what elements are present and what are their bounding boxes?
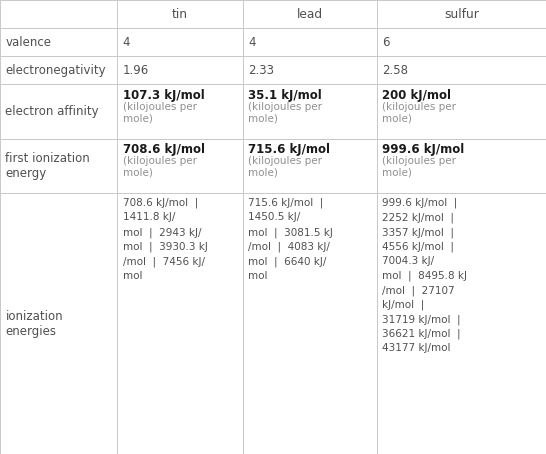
Text: 3357 kJ/mol  |: 3357 kJ/mol | [382,227,454,237]
Text: mol: mol [123,271,143,281]
Text: 1.96: 1.96 [123,64,149,77]
Text: 4556 kJ/mol  |: 4556 kJ/mol | [382,242,454,252]
Text: valence: valence [5,36,51,49]
Text: 715.6 kJ/mol: 715.6 kJ/mol [248,143,330,157]
Text: mol  |  3081.5 kJ: mol | 3081.5 kJ [248,227,333,237]
Text: 708.6 kJ/mol: 708.6 kJ/mol [123,143,205,157]
Text: (kilojoules per
mole): (kilojoules per mole) [248,102,323,123]
Text: 4: 4 [248,36,256,49]
Text: 999.6 kJ/mol  |: 999.6 kJ/mol | [382,198,458,208]
Text: (kilojoules per
mole): (kilojoules per mole) [382,156,456,178]
Text: mol: mol [248,271,268,281]
Text: 708.6 kJ/mol  |: 708.6 kJ/mol | [123,198,198,208]
Text: 1411.8 kJ/: 1411.8 kJ/ [123,212,175,222]
Text: electron affinity: electron affinity [5,105,99,118]
Text: (kilojoules per
mole): (kilojoules per mole) [123,156,197,178]
Text: (kilojoules per
mole): (kilojoules per mole) [248,156,323,178]
Text: kJ/mol  |: kJ/mol | [382,300,424,310]
Text: lead: lead [297,8,323,20]
Text: 7004.3 kJ/: 7004.3 kJ/ [382,256,434,266]
Text: first ionization
energy: first ionization energy [5,152,90,180]
Text: /mol  |  4083 kJ/: /mol | 4083 kJ/ [248,242,330,252]
Text: 2252 kJ/mol  |: 2252 kJ/mol | [382,212,454,223]
Text: mol  |  8495.8 kJ: mol | 8495.8 kJ [382,271,467,281]
Text: 31719 kJ/mol  |: 31719 kJ/mol | [382,314,461,325]
Text: mol  |  6640 kJ/: mol | 6640 kJ/ [248,256,327,266]
Text: 36621 kJ/mol  |: 36621 kJ/mol | [382,329,461,339]
Text: mol  |  2943 kJ/: mol | 2943 kJ/ [123,227,201,237]
Text: 2.58: 2.58 [382,64,408,77]
Text: sulfur: sulfur [444,8,479,20]
Text: 200 kJ/mol: 200 kJ/mol [382,89,451,102]
Text: 1450.5 kJ/: 1450.5 kJ/ [248,212,301,222]
Text: /mol  |  7456 kJ/: /mol | 7456 kJ/ [123,256,205,266]
Text: 43177 kJ/mol: 43177 kJ/mol [382,343,450,353]
Text: 4: 4 [123,36,130,49]
Text: 2.33: 2.33 [248,64,275,77]
Text: 999.6 kJ/mol: 999.6 kJ/mol [382,143,465,157]
Text: 6: 6 [382,36,390,49]
Text: electronegativity: electronegativity [5,64,106,77]
Text: mol  |  3930.3 kJ: mol | 3930.3 kJ [123,242,207,252]
Text: 107.3 kJ/mol: 107.3 kJ/mol [123,89,205,102]
Text: (kilojoules per
mole): (kilojoules per mole) [382,102,456,123]
Text: ionization
energies: ionization energies [5,310,63,338]
Text: tin: tin [172,8,188,20]
Text: /mol  |  27107: /mol | 27107 [382,285,455,296]
Text: 35.1 kJ/mol: 35.1 kJ/mol [248,89,322,102]
Text: 715.6 kJ/mol  |: 715.6 kJ/mol | [248,198,324,208]
Text: (kilojoules per
mole): (kilojoules per mole) [123,102,197,123]
